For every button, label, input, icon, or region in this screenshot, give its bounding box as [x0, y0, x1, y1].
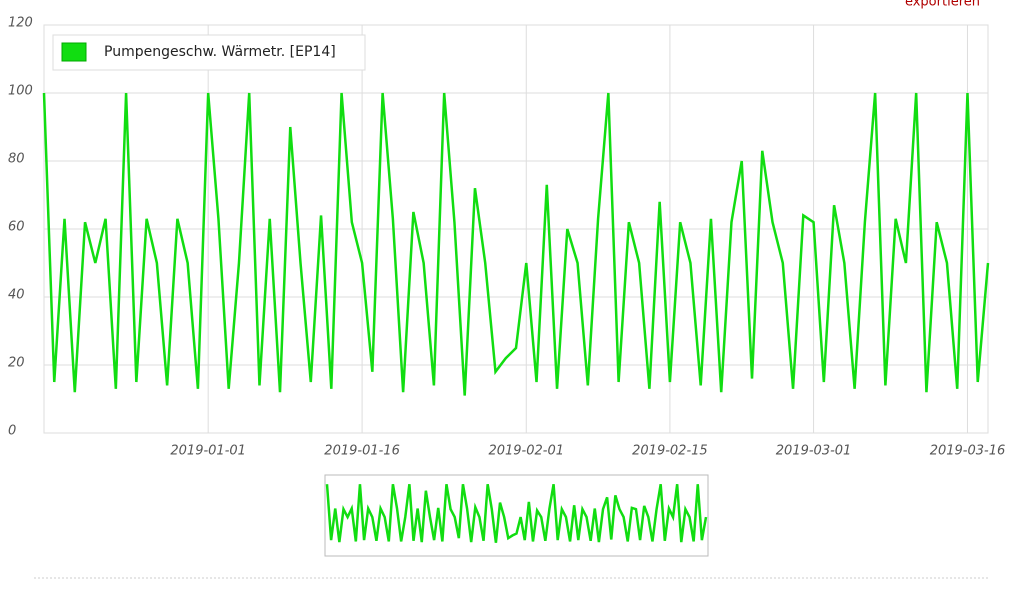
y-tick-label: 40	[8, 288, 25, 303]
legend-label: Pumpengeschw. Wärmetr. [EP14]	[104, 44, 336, 60]
legend-box	[52, 34, 366, 71]
x-tick-label: 2019-03-16	[930, 444, 1006, 459]
navigator-frame	[324, 474, 709, 557]
y-tick-label: 100	[8, 84, 33, 99]
x-tick-label: 2019-01-01	[170, 444, 246, 459]
series-line	[42, 92, 990, 396]
x-tick-label: 2019-02-01	[488, 444, 564, 459]
y-tick-label: 0	[8, 424, 16, 439]
legend: Pumpengeschw. Wärmetr. [EP14]	[52, 34, 366, 71]
legend-swatch	[61, 42, 87, 62]
y-tick-label: 80	[8, 152, 25, 167]
x-tick-label: 2019-01-16	[324, 444, 400, 459]
export-link[interactable]: exportieren	[905, 0, 980, 10]
y-tick-label: 60	[8, 220, 25, 235]
x-tick-label: 2019-03-01	[776, 444, 852, 459]
y-tick-label: 120	[8, 16, 33, 31]
y-tick-label: 20	[8, 356, 25, 371]
x-tick-label: 2019-02-15	[632, 444, 708, 459]
navigator-line	[325, 483, 708, 543]
